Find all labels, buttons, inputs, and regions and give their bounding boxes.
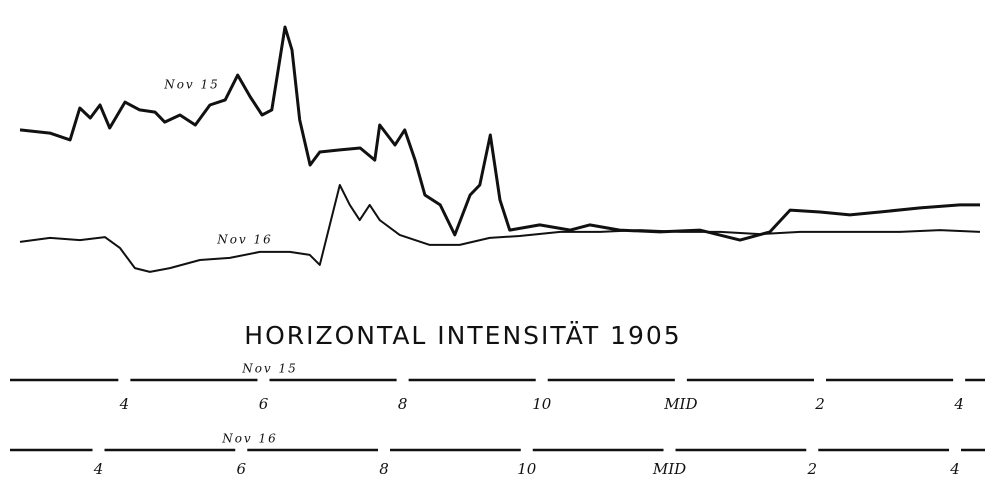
x-tick-label: 10 [517, 460, 537, 478]
x-tick-label: 2 [814, 395, 825, 413]
axis-label: Nov 16 [221, 432, 278, 446]
trace [19, 25, 980, 242]
x-tick-label: 4 [119, 395, 130, 413]
x-tick-label: MID [652, 460, 686, 478]
chart-title: HORIZONTAL INTENSITÄT 1905 [244, 321, 681, 350]
trace [19, 184, 981, 273]
series-label: Nov 15 [163, 78, 220, 92]
x-tick-label: 4 [953, 395, 964, 413]
x-tick-label: 2 [806, 460, 817, 478]
x-tick-label: 10 [532, 395, 552, 413]
series-label: Nov 16 [216, 233, 273, 247]
x-tick-label: 8 [379, 460, 389, 478]
axis-label: Nov 15 [241, 362, 298, 376]
x-tick-label: 6 [236, 460, 246, 478]
x-tick-label: 4 [93, 460, 104, 478]
x-tick-label: 6 [259, 395, 269, 413]
x-tick-label: 4 [949, 460, 960, 478]
x-tick-label: MID [663, 395, 697, 413]
x-tick-label: 8 [398, 395, 408, 413]
